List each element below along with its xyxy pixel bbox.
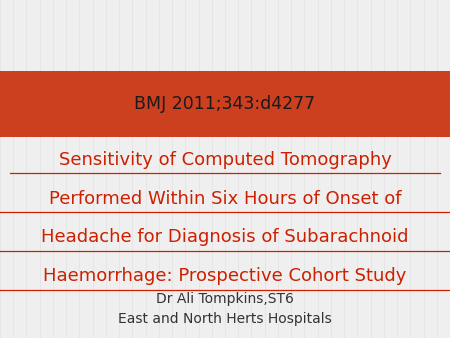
Text: Sensitivity of Computed Tomography: Sensitivity of Computed Tomography — [58, 151, 392, 169]
Text: East and North Herts Hospitals: East and North Herts Hospitals — [118, 312, 332, 327]
Text: Headache for Diagnosis of Subarachnoid: Headache for Diagnosis of Subarachnoid — [41, 228, 409, 246]
Text: Haemorrhage: Prospective Cohort Study: Haemorrhage: Prospective Cohort Study — [43, 267, 407, 285]
Text: Performed Within Six Hours of Onset of: Performed Within Six Hours of Onset of — [49, 190, 401, 208]
Text: BMJ 2011;343:d4277: BMJ 2011;343:d4277 — [135, 95, 315, 113]
Bar — [0, 71, 450, 137]
Text: Dr Ali Tompkins,ST6: Dr Ali Tompkins,ST6 — [156, 292, 294, 306]
